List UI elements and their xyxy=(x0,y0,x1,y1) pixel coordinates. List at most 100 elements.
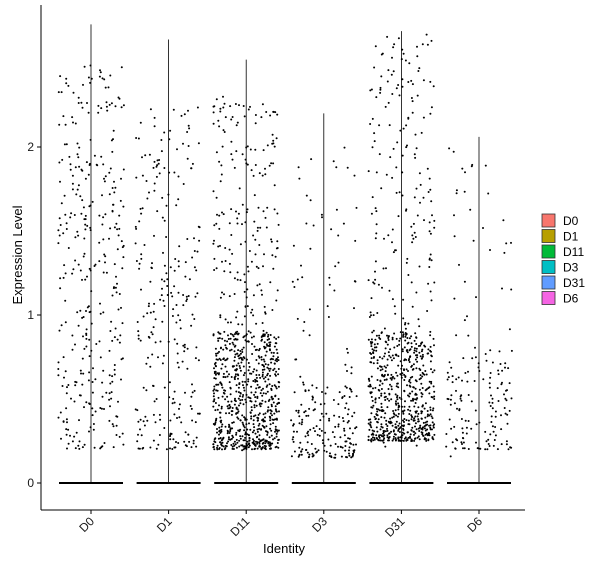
point xyxy=(254,164,257,166)
point xyxy=(189,405,192,407)
point xyxy=(491,361,494,364)
point xyxy=(146,312,149,315)
point xyxy=(412,222,415,225)
point xyxy=(217,337,220,340)
point xyxy=(373,140,376,143)
point xyxy=(103,408,105,410)
point xyxy=(374,270,376,273)
point xyxy=(57,91,60,94)
point xyxy=(401,424,404,427)
point xyxy=(274,405,277,408)
point xyxy=(411,375,414,378)
point xyxy=(375,171,378,174)
point xyxy=(213,257,216,260)
point xyxy=(373,346,376,349)
point xyxy=(258,403,261,406)
point xyxy=(270,395,273,398)
point xyxy=(218,337,221,340)
point xyxy=(410,345,413,348)
point xyxy=(508,409,511,412)
point xyxy=(487,443,490,445)
point xyxy=(261,364,264,367)
point xyxy=(108,349,111,352)
point xyxy=(424,429,427,432)
point xyxy=(220,425,223,428)
point xyxy=(140,434,143,437)
point xyxy=(302,329,305,332)
point xyxy=(384,347,387,350)
point xyxy=(60,437,62,440)
point xyxy=(215,389,218,392)
point xyxy=(431,421,434,424)
point xyxy=(415,393,418,396)
point xyxy=(237,362,240,365)
point xyxy=(301,418,304,421)
point xyxy=(65,392,68,395)
point xyxy=(297,411,300,414)
point xyxy=(319,403,322,406)
point xyxy=(198,412,201,415)
point xyxy=(240,444,243,447)
point xyxy=(340,455,343,458)
point xyxy=(413,231,416,234)
point xyxy=(93,446,96,449)
point xyxy=(213,400,216,402)
point xyxy=(275,432,278,435)
point xyxy=(175,441,177,443)
point xyxy=(95,343,98,345)
point xyxy=(392,70,395,73)
point xyxy=(239,350,242,352)
point xyxy=(113,191,116,194)
point xyxy=(470,427,473,430)
point xyxy=(235,412,238,415)
point xyxy=(239,356,242,359)
point xyxy=(343,146,346,149)
point xyxy=(121,246,124,249)
point xyxy=(235,150,238,153)
point xyxy=(178,416,181,419)
point xyxy=(216,446,218,449)
point xyxy=(232,365,235,368)
point xyxy=(376,342,379,345)
point xyxy=(228,373,230,376)
point xyxy=(428,386,431,389)
point xyxy=(337,261,340,264)
point xyxy=(401,434,404,437)
point xyxy=(455,378,458,381)
point xyxy=(256,284,259,287)
point xyxy=(214,361,217,364)
point xyxy=(393,305,396,308)
point xyxy=(243,315,246,318)
point xyxy=(317,449,320,452)
point xyxy=(332,160,335,163)
point xyxy=(67,384,70,386)
point xyxy=(420,431,423,434)
point xyxy=(429,330,432,333)
violin-lines xyxy=(59,24,511,484)
point xyxy=(265,226,268,229)
point xyxy=(108,171,111,174)
point xyxy=(463,190,466,193)
point xyxy=(266,374,269,377)
point xyxy=(396,415,399,418)
point xyxy=(467,448,470,450)
point xyxy=(275,387,278,390)
point xyxy=(221,386,224,389)
point xyxy=(467,420,470,422)
point xyxy=(416,360,419,363)
point xyxy=(381,52,384,55)
point xyxy=(375,232,378,235)
point xyxy=(64,213,67,216)
point xyxy=(337,234,340,237)
point xyxy=(78,440,81,443)
point xyxy=(233,440,236,443)
point xyxy=(408,380,411,383)
point xyxy=(248,437,251,439)
point xyxy=(226,429,229,432)
point xyxy=(415,428,418,431)
point xyxy=(246,265,249,268)
point xyxy=(113,286,115,289)
point xyxy=(385,267,387,270)
point xyxy=(175,304,178,306)
point xyxy=(255,376,258,379)
